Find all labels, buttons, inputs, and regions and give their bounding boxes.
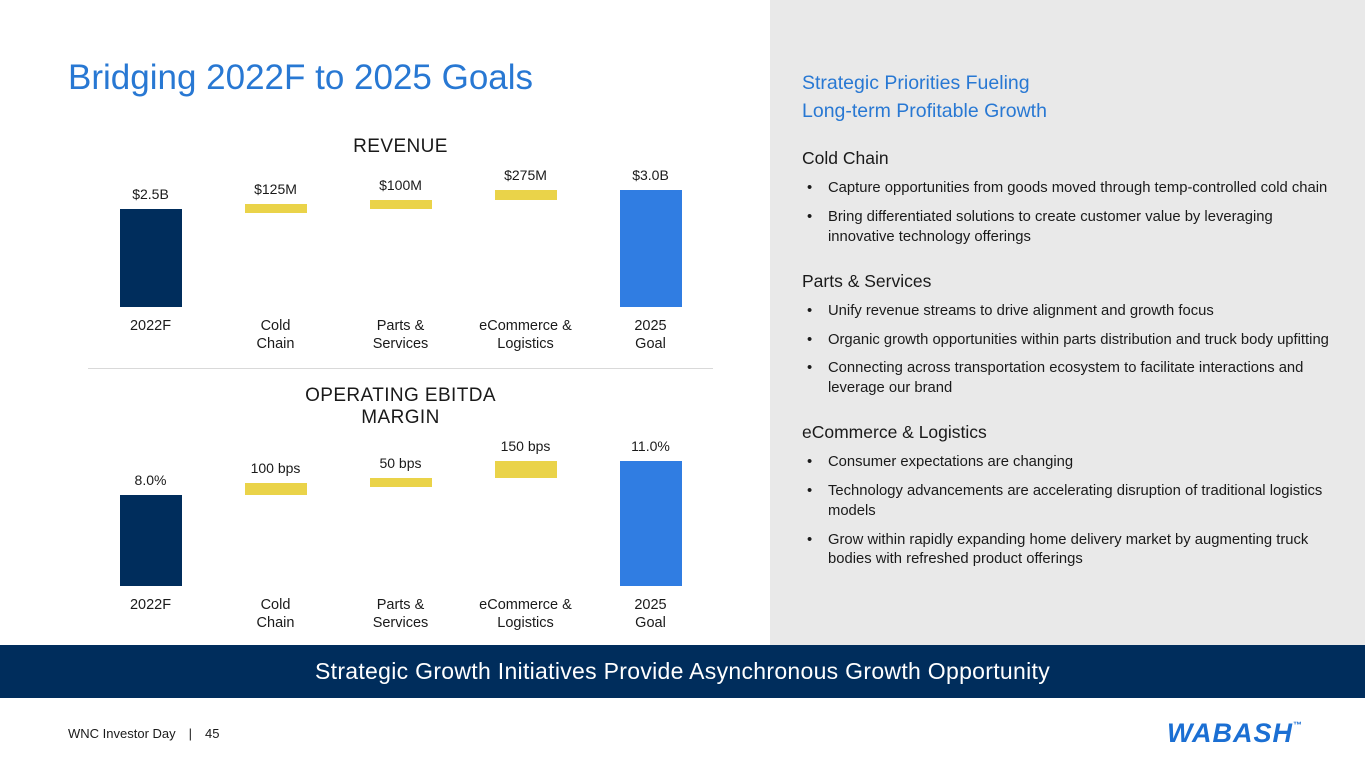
bottom-banner: Strategic Growth Initiatives Provide Asy… [0,645,1365,698]
charts-wrap: REVENUE $2.5B $125M $100M $275M $3.0B 2022F C… [88,136,713,632]
revenue-chart-title: REVENUE [353,136,448,158]
bar-parts-services [369,477,432,487]
footer-event-name: WNC Investor Day [68,725,176,741]
bullet-dot: • [807,360,813,377]
footer: WNC Investor Day | 45 WABASH ™ [0,698,1365,768]
bullet-item: • Unify revenue streams to drive alignme… [802,302,1337,322]
bar-value-label: $275M [504,166,547,183]
bullet-text: Organic growth opportunities within part… [828,331,1329,348]
x-axis-label: Parts & Services [372,317,429,353]
page-title: Bridging 2022F to 2025 Goals [68,58,534,97]
bar-2022f [119,209,182,307]
bullet-dot: • [807,482,813,499]
bar-cold-chain [244,204,307,214]
x-axis-label: eCommerce & Logistics [479,596,572,632]
bar-2025-goal [619,189,682,307]
bullet-dot: • [807,531,813,548]
x-axis-label: 2025 Goal [634,596,667,632]
panel-heading: Strategic Priorities Fueling Long-term P… [802,72,1047,122]
x-axis-label: Cold Chain [256,317,295,353]
bullet-item: • Organic growth opportunities within pa… [802,331,1337,351]
bar-value-label: 8.0% [134,471,167,488]
x-axis-label: eCommerce & Logistics [479,317,572,353]
ebitda-margin-chart-title: OPERATING EBITDA MARGIN [305,384,496,429]
x-axis-label: Parts & Services [372,596,429,632]
revenue-chart-x-labels: 2022F Cold Chain Parts & Services eCommerce… [88,317,713,354]
bullet-dot: • [807,209,813,226]
banner-text: Strategic Growth Initiatives Provide Asy… [314,658,1050,684]
section-title: eCommerce & Logistics [802,422,987,443]
bar-value-label: 11.0% [631,437,670,454]
x-axis-label: Cold Chain [256,596,295,632]
wabash-logo: WABASH ™ [1167,718,1303,749]
footer-left: WNC Investor Day | 45 [68,726,220,741]
x-axis-label: 2022F [129,317,172,334]
bar-cold-chain [244,483,307,495]
section-cold-chain: Cold Chain • Capture opportunities from … [802,148,1337,247]
bar-value-label: 50 bps [379,454,422,471]
bullet-dot: • [807,454,813,471]
section-title: Cold Chain [802,148,889,169]
bullet-dot: • [807,302,813,319]
section-title: Parts & Services [802,270,932,291]
bullet-item: • Capture opportunities from goods moved… [802,179,1337,199]
bullet-item: • Connecting across transportation ecosy… [802,359,1337,399]
x-axis-label: 2025 Goal [634,317,667,353]
section-ecommerce-logistics: eCommerce & Logistics • Consumer expecta… [802,422,1337,570]
bullet-text: Bring differentiated solutions to create… [828,209,1273,245]
bar-2022f [119,494,182,586]
footer-separator: | [188,725,193,741]
wabash-logo-text: WABASH [1167,717,1293,748]
chart-divider [88,367,713,369]
content-row: Bridging 2022F to 2025 Goals REVENUE $2.… [0,0,1365,645]
bullet-dot: • [807,180,813,197]
bullet-text: Grow within rapidly expanding home deliv… [828,531,1309,568]
bullet-item: • Bring differentiated solutions to crea… [802,208,1337,248]
bar-value-label: $125M [254,181,297,198]
bullet-text: Connecting across transportation ecosyst… [828,360,1304,397]
bar-2025-goal [619,460,682,586]
bar-value-label: $2.5B [132,186,169,203]
x-axis-label: 2022F [129,596,172,613]
bullet-item: • Technology advancements are accelerati… [802,482,1337,522]
bar-value-label: 100 bps [250,460,301,477]
trademark-symbol: ™ [1293,719,1303,730]
bullet-text: Unify revenue streams to drive alignment… [828,302,1214,319]
charts-column: Bridging 2022F to 2025 Goals REVENUE $2.… [0,0,770,645]
bar-ecommerce-logistics [494,189,557,201]
bullet-text: Technology advancements are accelerating… [828,482,1323,519]
ebitda-margin-chart: OPERATING EBITDA MARGIN 8.0% 100 bps 50 bp… [88,385,713,633]
bar-value-label: 150 bps [500,437,551,454]
bullet-item: • Consumer expectations are changing [802,453,1337,473]
ebitda-margin-chart-x-labels: 2022F Cold Chain Parts & Services eCommerce… [88,596,713,633]
bullet-text: Capture opportunities from goods moved t… [828,180,1328,197]
bullet-text: Consumer expectations are changing [828,454,1074,471]
bar-ecommerce-logistics [494,460,557,478]
bullet-dot: • [807,331,813,348]
strategic-priorities-panel: Strategic Priorities Fueling Long-term P… [770,0,1365,645]
ebitda-margin-chart-plot: 8.0% 100 bps 50 bps 150 bps 11.0% [88,438,713,586]
revenue-chart: REVENUE $2.5B $125M $100M $275M $3.0B 2022F C… [88,136,713,354]
bullet-item: • Grow within rapidly expanding home del… [802,531,1337,571]
revenue-chart-plot: $2.5B $125M $100M $275M $3.0B [88,167,713,307]
bar-parts-services [369,200,432,210]
bar-value-label: $3.0B [632,166,669,183]
section-parts-services: Parts & Services • Unify revenue streams… [802,271,1337,399]
bar-value-label: $100M [379,177,422,194]
footer-page-number: 45 [205,725,220,741]
